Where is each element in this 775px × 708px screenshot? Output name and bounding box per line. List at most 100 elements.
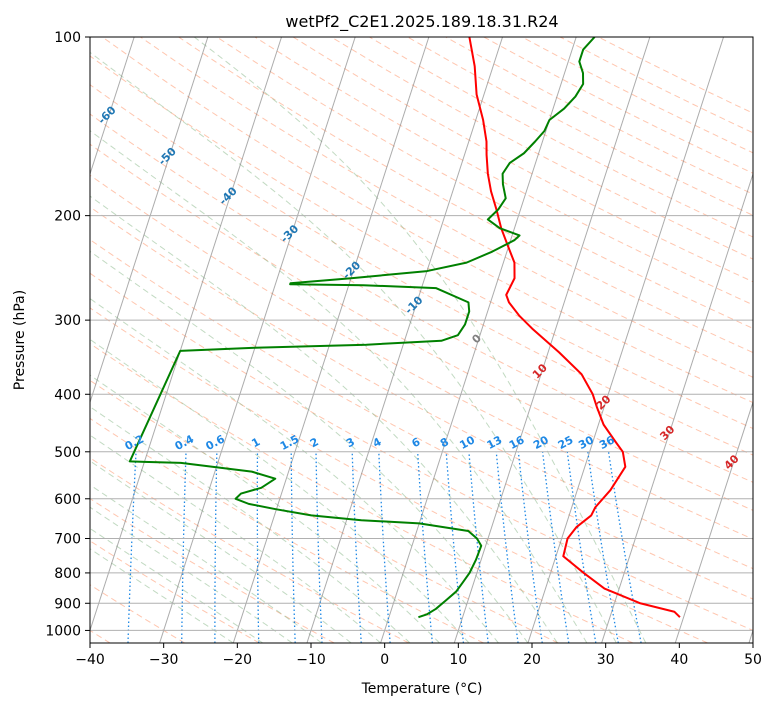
dry-adiabat-line: [90, 457, 410, 643]
mixing-ratio-line: [351, 451, 362, 643]
mixing-ratio-label: 10: [457, 433, 477, 452]
mixing-ratio-label: 2: [308, 435, 321, 450]
dry-adiabat-line: [178, 37, 753, 354]
x-tick-label: −20: [223, 652, 253, 668]
moist-adiabat-line: [90, 374, 440, 643]
moist-adiabat-line: [90, 434, 381, 643]
moist-adiabat-line: [90, 527, 264, 643]
moist-adiabat-line: [90, 460, 352, 643]
moist-adiabat-line: [90, 406, 411, 643]
mixing-ratio-line: [214, 451, 218, 643]
background-lines: [0, 37, 753, 643]
x-tick-label: 30: [597, 652, 615, 668]
dry-adiabat-line: [369, 37, 753, 238]
mixing-ratio-line: [587, 451, 619, 643]
mixing-ratio-label: 4: [371, 435, 384, 450]
isotherm-line: [527, 37, 725, 643]
x-tick-label: 40: [670, 652, 688, 668]
y-tick-label: 700: [54, 532, 81, 548]
dry-adiabat-line: [140, 37, 753, 378]
temperature-profile-line: [468, 37, 681, 618]
isotherm-line: [232, 37, 430, 643]
mixing-ratio-line: [378, 451, 391, 643]
moist-adiabat-line: [90, 548, 234, 643]
mixing-ratio-line: [445, 451, 465, 643]
y-tick-label: 400: [54, 387, 81, 403]
axis-ticks: −40 −30 −20 −10 0 10 20 30 40 5010020030040050060…: [45, 30, 762, 668]
dry-adiabat-line: [559, 37, 753, 134]
y-tick-label: 1000: [45, 623, 81, 639]
mixing-ratio-label: 0.4: [173, 432, 197, 453]
mixing-ratio-line: [127, 451, 137, 643]
dry-adiabat-line: [90, 540, 260, 643]
isotherm-line: [90, 37, 283, 633]
isotherm-line: [380, 37, 577, 643]
mixing-ratio-label: 16: [507, 433, 527, 452]
isotherm-line: [601, 172, 753, 643]
isotherm-line: [0, 37, 61, 643]
mixing-ratio-label: 1.5: [278, 432, 301, 453]
isotherm-line: [674, 400, 753, 643]
x-tick-label: 10: [449, 652, 467, 668]
moist-adiabat-line: [193, 37, 647, 643]
dry-adiabat-line: [90, 174, 753, 540]
mixing-ratio-line: [517, 451, 543, 643]
dry-adiabat-line: [90, 417, 484, 643]
moist-adiabat-line: [90, 484, 322, 643]
moist-adiabat-line: [90, 297, 499, 643]
mixing-ratio-line: [256, 451, 260, 643]
dry-adiabat-line: [90, 307, 708, 643]
chart-title: wetPf2_C2E1.2025.189.18.31.R24: [285, 12, 558, 32]
mixing-ratio-line: [541, 451, 570, 643]
x-tick-label: 0: [380, 652, 389, 668]
x-tick-label: −10: [296, 652, 326, 668]
y-tick-label: 300: [54, 313, 81, 329]
isotherm-line: [90, 37, 209, 404]
moist-adiabat-line: [90, 250, 529, 643]
moist-adiabat-line: [90, 195, 558, 643]
mixing-ratio-line: [315, 451, 323, 643]
moist-adiabat-line: [90, 51, 617, 643]
mixing-ratio-label: 13: [485, 433, 505, 452]
dry-adiabat-line: [90, 343, 634, 643]
y-tick-label: 800: [54, 566, 81, 582]
mixing-ratio-label: 3: [344, 435, 357, 450]
dry-adiabat-line: [90, 239, 753, 600]
isotherm-label: -10: [402, 293, 425, 316]
dry-adiabat-line: [483, 37, 753, 174]
dry-adiabat-line: [90, 55, 753, 430]
mixing-ratio-label: 1: [249, 435, 262, 450]
isotherm-label: -40: [217, 184, 240, 207]
y-axis-label: Pressure (hPa): [12, 290, 28, 390]
isotherm-label: 10: [530, 361, 550, 381]
dewpoint-profile-line: [128, 37, 596, 619]
y-tick-label: 600: [54, 492, 81, 508]
dry-adiabat-line: [445, 37, 753, 195]
mixing-ratio-label: 30: [576, 433, 596, 452]
dry-adiabat-line: [90, 84, 753, 456]
moist-adiabat-line: [90, 506, 293, 643]
mixing-ratio-label: 0.6: [204, 432, 228, 453]
moist-adiabat-line: [90, 130, 588, 643]
isotherm-label: -50: [156, 145, 179, 168]
dry-adiabat-line: [292, 37, 753, 283]
mixing-ratio-line: [495, 451, 519, 643]
y-tick-label: 500: [54, 445, 81, 461]
dry-adiabat-line: [407, 37, 753, 216]
dry-adiabat-line: [521, 37, 753, 154]
y-tick-label: 100: [54, 30, 81, 46]
dry-adiabat-line: [254, 37, 753, 306]
mixing-ratio-label: 8: [438, 435, 451, 450]
mixing-ratio-label: 6: [410, 435, 423, 450]
y-tick-label: 200: [54, 209, 81, 225]
isotherm-label: -30: [278, 222, 301, 245]
isotherm-line: [90, 37, 135, 176]
dry-adiabat-line: [330, 37, 753, 260]
y-tick-label: 900: [54, 596, 81, 612]
isotherm-line: [306, 37, 504, 643]
dry-adiabat-line: [90, 272, 753, 631]
x-axis-label: Temperature (°C): [361, 681, 483, 697]
mixing-ratio-label: 25: [556, 433, 576, 452]
x-tick-label: 20: [523, 652, 541, 668]
x-tick-label: −30: [149, 652, 179, 668]
